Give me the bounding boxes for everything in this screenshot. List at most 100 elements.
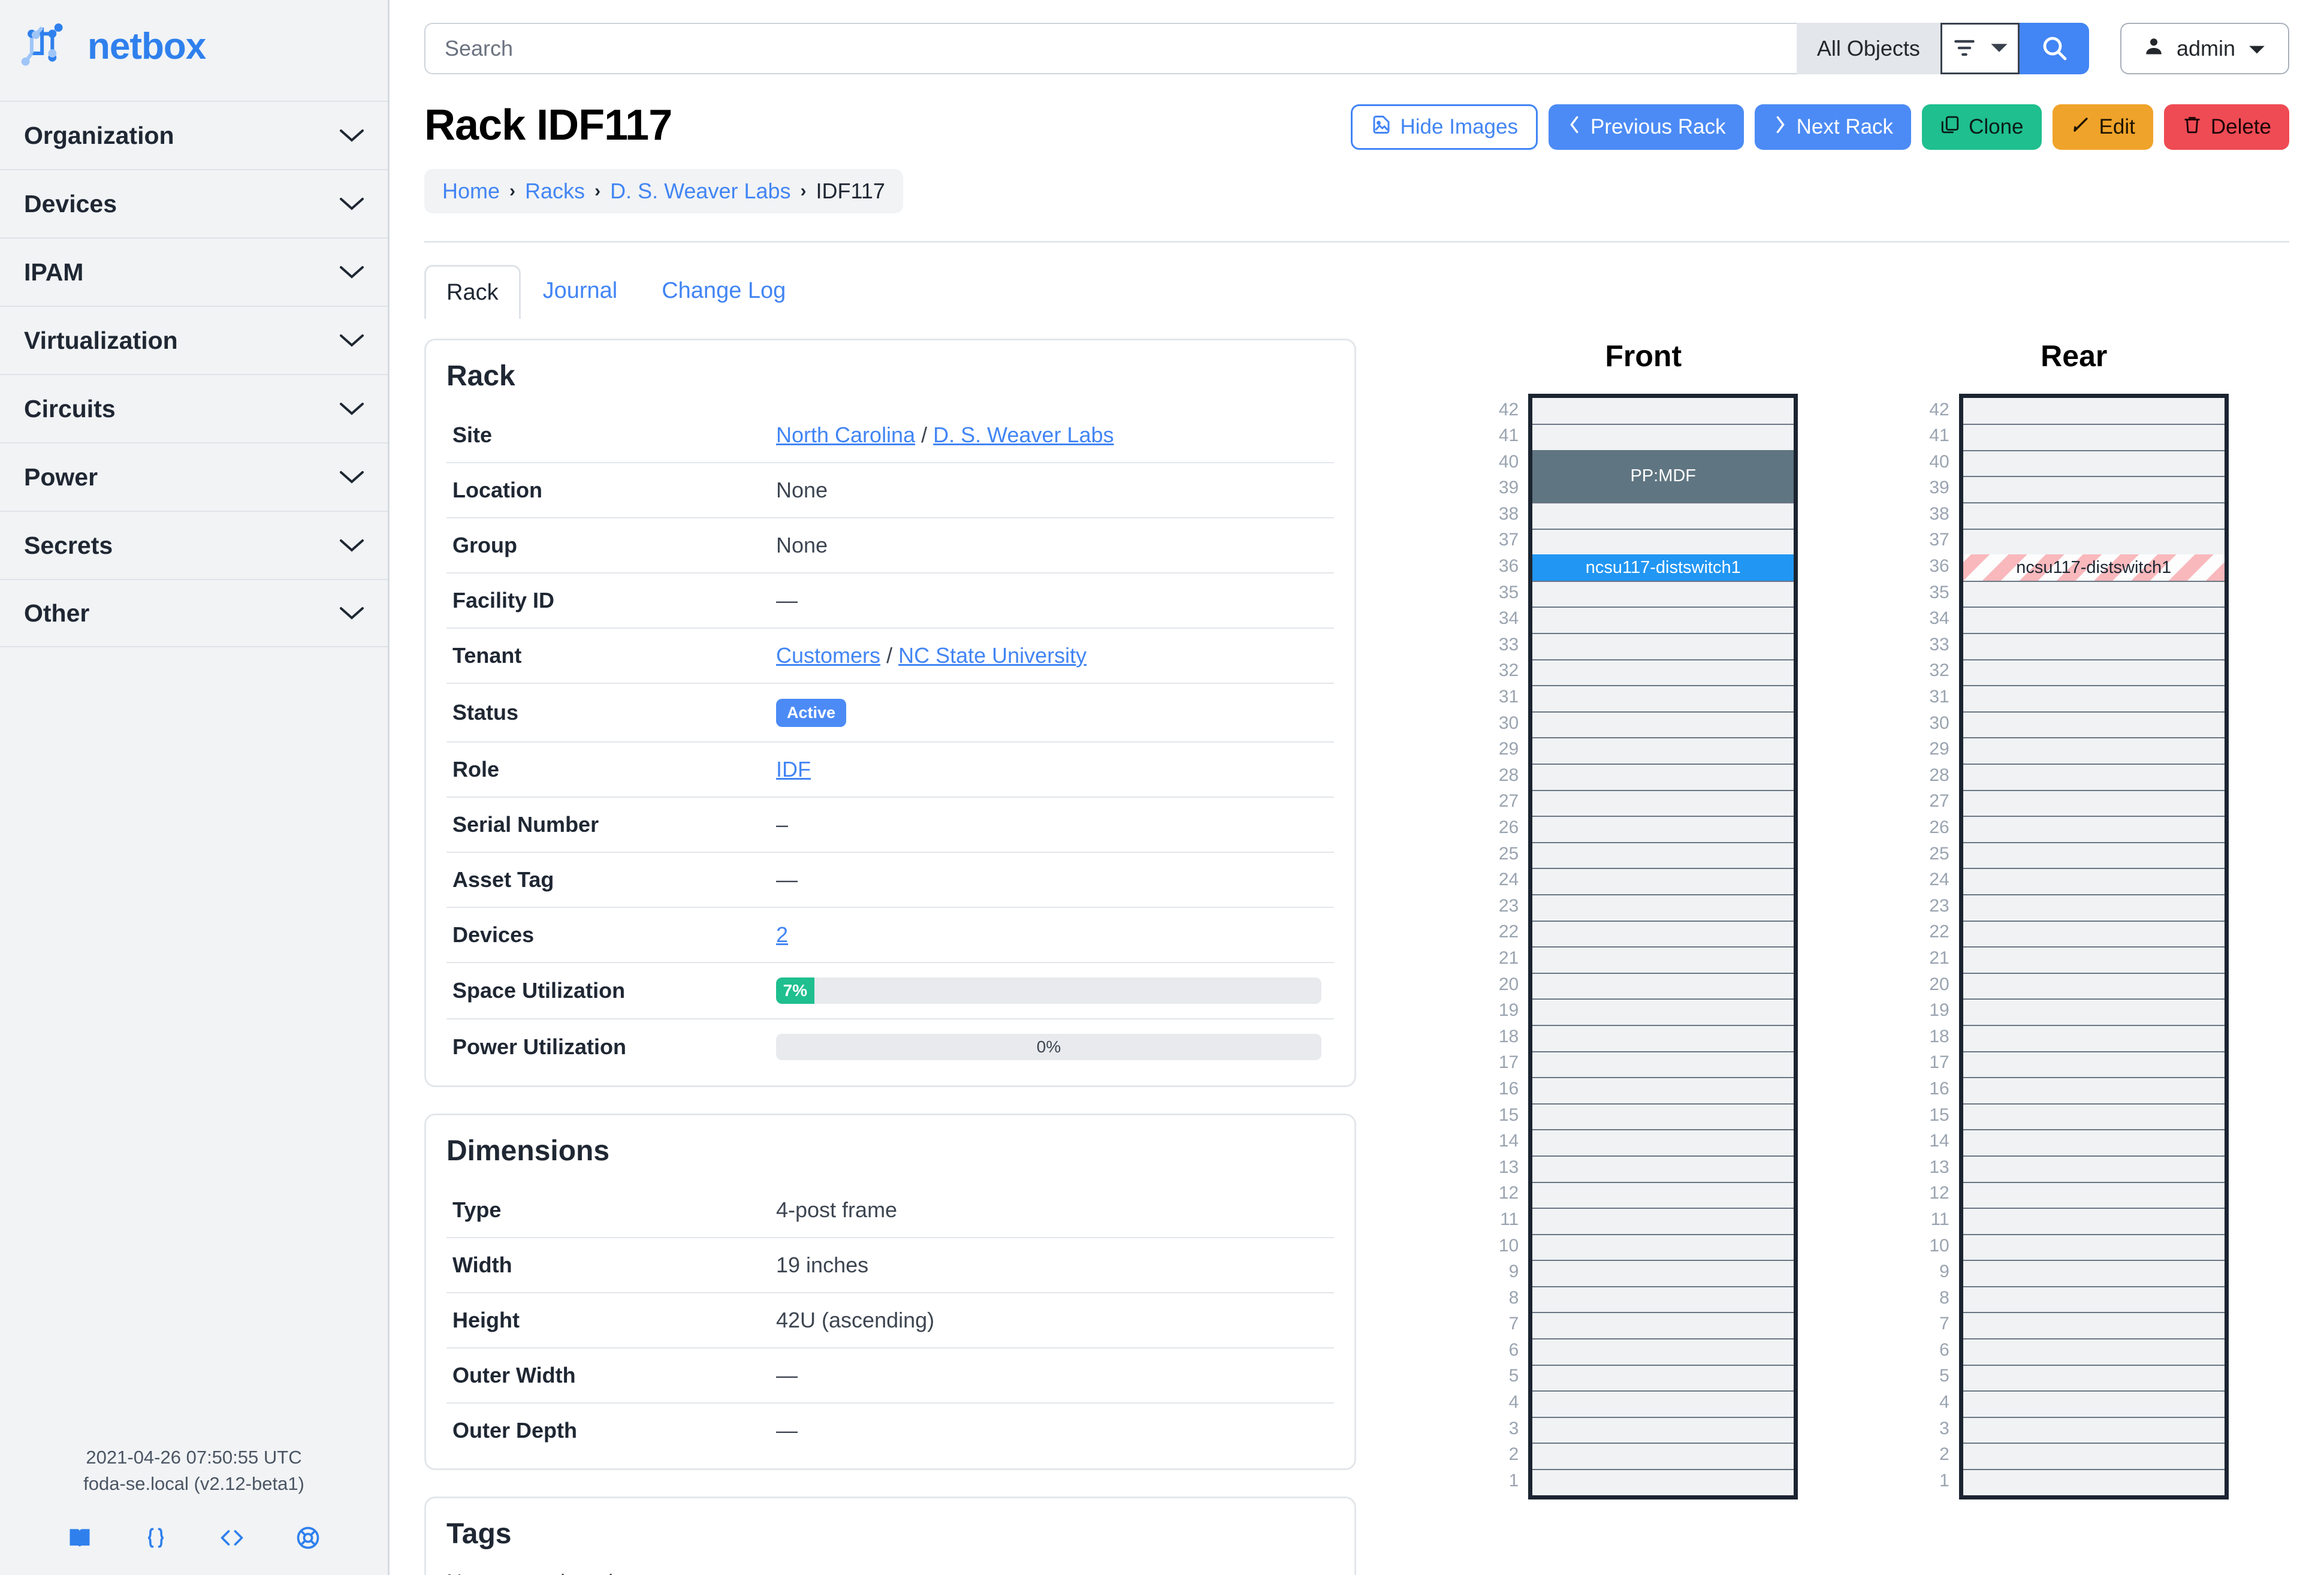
rack-unit-front-28[interactable] [1532, 764, 1794, 790]
rack-unit-rear-22[interactable] [1963, 920, 2225, 947]
rack-unit-rear-32[interactable] [1963, 659, 2225, 686]
rack-unit-front-7[interactable] [1532, 1312, 1794, 1339]
rack-unit-front-5[interactable] [1532, 1364, 1794, 1391]
next-rack-button[interactable]: Next Rack [1754, 104, 1912, 150]
tab-rack[interactable]: Rack [424, 264, 521, 319]
rack-unit-front-23[interactable] [1532, 894, 1794, 921]
rack-unit-front-12[interactable] [1532, 1181, 1794, 1208]
rack-unit-rear-10[interactable] [1963, 1233, 2225, 1260]
braces-api-icon[interactable] [143, 1525, 169, 1551]
rack-unit-front-19[interactable] [1532, 998, 1794, 1025]
rack-unit-rear-11[interactable] [1963, 1208, 2225, 1234]
rack-unit-front-21[interactable] [1532, 946, 1794, 973]
site-region-link[interactable]: North Carolina [776, 422, 916, 447]
rack-unit-rear-37[interactable] [1963, 528, 2225, 555]
rack-unit-rear-12[interactable] [1963, 1181, 2225, 1208]
rack-unit-rear-26[interactable] [1963, 816, 2225, 842]
sidebar-item-ipam[interactable]: IPAM [0, 237, 388, 306]
book-icon[interactable] [67, 1525, 93, 1551]
rack-unit-rear-28[interactable] [1963, 764, 2225, 790]
rack-unit-rear-17[interactable] [1963, 1051, 2225, 1078]
rack-unit-front-42[interactable] [1532, 397, 1794, 424]
rack-unit-front-27[interactable] [1532, 789, 1794, 816]
rack-unit-rear-30[interactable] [1963, 711, 2225, 738]
rack-device-rear[interactable]: ncsu117-distswitch1 [1963, 554, 2225, 581]
rack-unit-rear-38[interactable] [1963, 502, 2225, 529]
rack-unit-rear-31[interactable] [1963, 685, 2225, 711]
previous-rack-button[interactable]: Previous Rack [1548, 104, 1744, 150]
rack-unit-rear-9[interactable] [1963, 1260, 2225, 1286]
rack-unit-front-20[interactable] [1532, 972, 1794, 999]
sidebar-item-virtualization[interactable]: Virtualization [0, 306, 388, 374]
sidebar-item-devices[interactable]: Devices [0, 169, 388, 237]
rack-unit-front-34[interactable] [1532, 607, 1794, 633]
tenant-group-link[interactable]: Customers [776, 642, 881, 668]
lifebuoy-help-icon[interactable] [295, 1525, 321, 1551]
rack-unit-front-26[interactable] [1532, 816, 1794, 842]
tab-journal[interactable]: Journal [542, 277, 618, 303]
search-filter-dropdown-button[interactable] [1940, 23, 2020, 74]
rack-unit-front-16[interactable] [1532, 1077, 1794, 1103]
rack-unit-rear-23[interactable] [1963, 894, 2225, 921]
code-icon[interactable] [219, 1525, 245, 1551]
breadcrumb-item-site[interactable]: D. S. Weaver Labs [610, 179, 791, 203]
rack-unit-front-37[interactable] [1532, 528, 1794, 555]
sidebar-item-organization[interactable]: Organization [0, 101, 388, 169]
clone-button[interactable]: Clone [1922, 104, 2042, 150]
user-menu-button[interactable]: admin [2120, 23, 2289, 74]
sidebar-item-other[interactable]: Other [0, 579, 388, 647]
rack-unit-rear-5[interactable] [1963, 1364, 2225, 1391]
tab-change-log[interactable]: Change Log [662, 277, 786, 303]
delete-button[interactable]: Delete [2163, 104, 2289, 150]
rack-unit-rear-24[interactable] [1963, 868, 2225, 894]
rack-unit-rear-6[interactable] [1963, 1338, 2225, 1365]
rack-unit-front-29[interactable] [1532, 737, 1794, 764]
rack-unit-front-30[interactable] [1532, 711, 1794, 738]
rack-unit-rear-7[interactable] [1963, 1312, 2225, 1339]
rack-unit-rear-40[interactable] [1963, 449, 2225, 476]
rack-unit-front-10[interactable] [1532, 1233, 1794, 1260]
rack-unit-rear-25[interactable] [1963, 841, 2225, 868]
rack-unit-rear-3[interactable] [1963, 1416, 2225, 1443]
rack-unit-rear-14[interactable] [1963, 1129, 2225, 1155]
rack-unit-rear-1[interactable] [1963, 1469, 2225, 1495]
rack-unit-front-32[interactable] [1532, 659, 1794, 686]
edit-button[interactable]: Edit [2052, 104, 2153, 150]
sidebar-item-secrets[interactable]: Secrets [0, 511, 388, 579]
rack-unit-rear-21[interactable] [1963, 946, 2225, 973]
rack-unit-front-9[interactable] [1532, 1260, 1794, 1286]
rack-unit-rear-27[interactable] [1963, 789, 2225, 816]
search-submit-button[interactable] [2019, 23, 2089, 74]
rack-unit-front-14[interactable] [1532, 1129, 1794, 1155]
rack-unit-rear-29[interactable] [1963, 737, 2225, 764]
rack-unit-rear-19[interactable] [1963, 998, 2225, 1025]
rack-unit-front-38[interactable] [1532, 502, 1794, 529]
rack-unit-front-17[interactable] [1532, 1051, 1794, 1078]
rack-unit-front-35[interactable] [1532, 580, 1794, 607]
rack-unit-rear-8[interactable] [1963, 1286, 2225, 1312]
rack-unit-rear-41[interactable] [1963, 424, 2225, 450]
rack-unit-rear-15[interactable] [1963, 1103, 2225, 1130]
rack-unit-front-6[interactable] [1532, 1338, 1794, 1365]
search-input[interactable] [424, 23, 1797, 74]
rack-unit-front-4[interactable] [1532, 1390, 1794, 1417]
sidebar-item-power[interactable]: Power [0, 442, 388, 511]
rack-unit-front-18[interactable] [1532, 1024, 1794, 1051]
breadcrumb-item-racks[interactable]: Racks [525, 179, 585, 203]
rack-unit-rear-20[interactable] [1963, 972, 2225, 999]
sidebar-item-circuits[interactable]: Circuits [0, 374, 388, 442]
rack-unit-rear-18[interactable] [1963, 1024, 2225, 1051]
rack-unit-front-3[interactable] [1532, 1416, 1794, 1443]
rack-unit-front-1[interactable] [1532, 1469, 1794, 1495]
rack-unit-front-25[interactable] [1532, 841, 1794, 868]
rack-unit-front-24[interactable] [1532, 868, 1794, 894]
rack-unit-front-13[interactable] [1532, 1155, 1794, 1182]
rack-unit-rear-4[interactable] [1963, 1390, 2225, 1417]
rack-unit-rear-35[interactable] [1963, 580, 2225, 607]
role-link[interactable]: IDF [776, 756, 811, 782]
rack-unit-front-33[interactable] [1532, 633, 1794, 659]
devices-count-link[interactable]: 2 [776, 922, 789, 947]
rack-unit-front-31[interactable] [1532, 685, 1794, 711]
breadcrumb-item-home[interactable]: Home [442, 179, 500, 203]
rack-unit-rear-42[interactable] [1963, 397, 2225, 424]
